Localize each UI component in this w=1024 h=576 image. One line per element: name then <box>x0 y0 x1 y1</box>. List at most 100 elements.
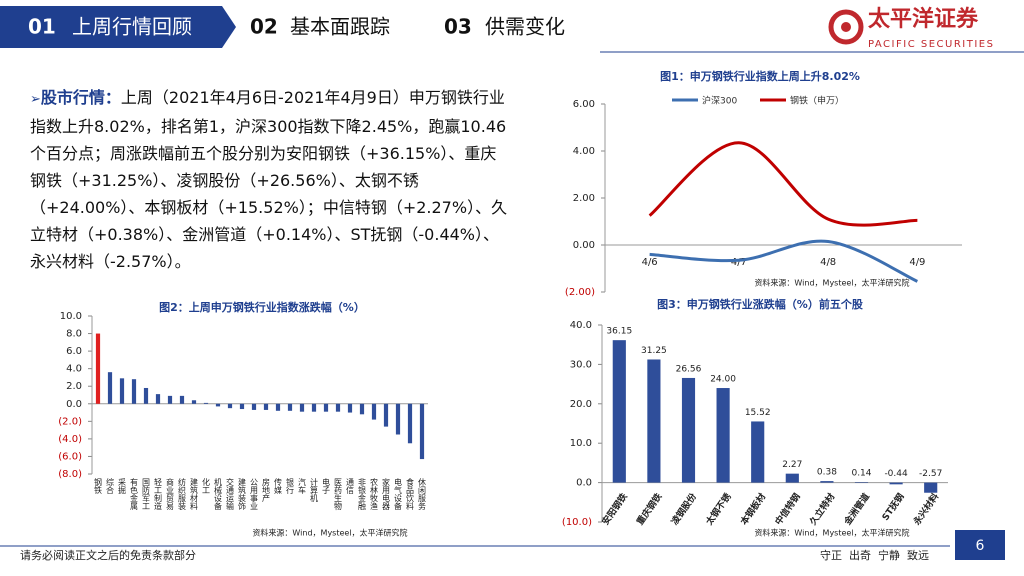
bar <box>107 372 113 404</box>
value-label: 0.14 <box>851 469 871 479</box>
bar <box>203 402 209 404</box>
x-tick-label: 太钢不锈 <box>703 490 735 528</box>
value-label: 15.52 <box>745 408 771 418</box>
x-tick-label: 计算机 <box>310 477 319 503</box>
x-tick-label: 综合 <box>106 477 115 495</box>
tab-number: 03 <box>444 15 472 39</box>
x-tick-label: 汽车 <box>298 477 307 495</box>
bar <box>924 482 938 493</box>
tab-number: 01 <box>28 15 56 39</box>
tab-label: 上周行情回顾 <box>72 15 192 39</box>
value-label: 24.00 <box>710 375 736 385</box>
bar <box>155 394 161 404</box>
bar <box>299 403 305 412</box>
x-tick-label: 通信 <box>346 477 355 495</box>
x-tick-label: 电子 <box>322 477 331 494</box>
x-tick-label: 建筑装饰 <box>238 477 247 511</box>
x-tick-label: 银行 <box>286 477 295 495</box>
x-tick-label: 有色金属 <box>130 477 139 511</box>
x-tick-label: ST抚钢 <box>879 491 906 523</box>
logo-icon <box>828 9 864 45</box>
bar <box>131 379 137 404</box>
chart-source: 资料来源：Wind，Mysteel，太平洋研究院 <box>754 278 909 288</box>
bar <box>191 400 197 404</box>
bar <box>287 403 293 411</box>
bullet: ➢ <box>30 92 41 107</box>
y-tick-label: (10.0) <box>562 517 592 528</box>
x-tick-label: 休闲服务 <box>418 477 427 511</box>
bar <box>854 482 869 483</box>
tab-label: 基本面跟踪 <box>290 15 390 39</box>
bar <box>263 403 269 410</box>
y-tick-label: 20.0 <box>570 399 592 410</box>
x-tick-label: 安阳钢铁 <box>599 491 629 527</box>
y-tick-label: 2.00 <box>573 193 595 204</box>
page-number: 6 <box>976 538 985 554</box>
bar <box>612 340 626 483</box>
bar <box>227 403 233 409</box>
chart-source: 资料来源：Wind，Mysteel，太平洋研究院 <box>754 528 909 538</box>
y-tick-label: (4.0) <box>58 434 82 445</box>
x-tick-label: 传媒 <box>274 477 283 495</box>
bar <box>167 395 173 404</box>
legend-label: 钢铁（申万） <box>790 95 844 107</box>
active-tab-bg <box>0 6 236 48</box>
chart-source: 资料来源：Wind，Mysteel，太平洋研究院 <box>252 528 407 538</box>
x-tick-label: 房地产 <box>262 477 271 503</box>
x-tick-label: 4/9 <box>909 257 925 268</box>
chart-title: 图1：申万钢铁行业指数上周上升8.02% <box>660 69 860 83</box>
x-tick-label: 久立特材 <box>807 491 837 527</box>
x-tick-label: 农林牧渔 <box>370 477 379 510</box>
logo-name: 太平洋证券 <box>868 6 979 32</box>
bar <box>95 333 101 404</box>
x-tick-label: 国防军工 <box>142 478 151 510</box>
bar <box>889 482 903 485</box>
value-label: -0.44 <box>884 469 908 479</box>
x-tick-label: 永兴材料 <box>910 491 941 528</box>
text-label: 股市行情： <box>40 88 121 107</box>
y-tick-label: 2.0 <box>66 381 82 392</box>
x-tick-label: 本钢板材 <box>738 491 768 527</box>
x-tick-label: 交通运输 <box>226 477 235 511</box>
value-label: -2.57 <box>919 469 942 479</box>
x-tick-label: 中信特钢 <box>772 491 802 527</box>
bar <box>820 481 834 483</box>
series-line <box>648 141 918 227</box>
market-text: ➢股市行情：上周（2021年4月6日-2021年4月9日）申万钢铁行业指数上升8… <box>30 84 512 275</box>
x-tick-label: 4/8 <box>820 257 836 268</box>
bar <box>275 403 281 411</box>
y-tick-label: 30.0 <box>570 359 592 370</box>
y-tick-label: (6.0) <box>58 451 82 462</box>
bar <box>347 403 353 413</box>
y-tick-label: 6.0 <box>66 346 82 357</box>
logo-dot <box>841 22 851 32</box>
x-tick-label: 公用事业 <box>250 478 259 510</box>
x-tick-label: 电气设备 <box>394 477 403 511</box>
x-tick-label: 4/7 <box>731 257 747 268</box>
y-tick-label: 4.00 <box>573 146 595 157</box>
bar <box>119 378 125 404</box>
x-tick-label: 钢铁 <box>94 477 103 495</box>
bar <box>179 395 185 404</box>
bar <box>395 403 401 435</box>
tab-label: 供需变化 <box>485 15 565 39</box>
x-tick-label: 化工 <box>202 477 211 494</box>
x-tick-label: 商业贸易 <box>166 477 175 511</box>
bar <box>383 403 389 427</box>
y-tick-label: 0.00 <box>573 240 595 251</box>
value-label: 0.38 <box>817 468 837 478</box>
logo-english: PACIFIC SECURITIES <box>868 39 994 50</box>
bar <box>647 359 661 483</box>
footer-disclaimer: 请务必阅读正文之后的免责条款部分 <box>20 548 196 562</box>
y-tick-label: 40.0 <box>570 320 592 331</box>
page-box <box>955 530 1005 560</box>
value-label: 36.15 <box>606 327 632 337</box>
y-tick-label: 0.0 <box>576 478 592 489</box>
bar <box>716 388 730 483</box>
bar <box>323 403 329 412</box>
y-tick-label: 4.0 <box>66 364 82 375</box>
x-tick-label: 重庆钢铁 <box>634 491 664 527</box>
bar <box>751 421 765 483</box>
